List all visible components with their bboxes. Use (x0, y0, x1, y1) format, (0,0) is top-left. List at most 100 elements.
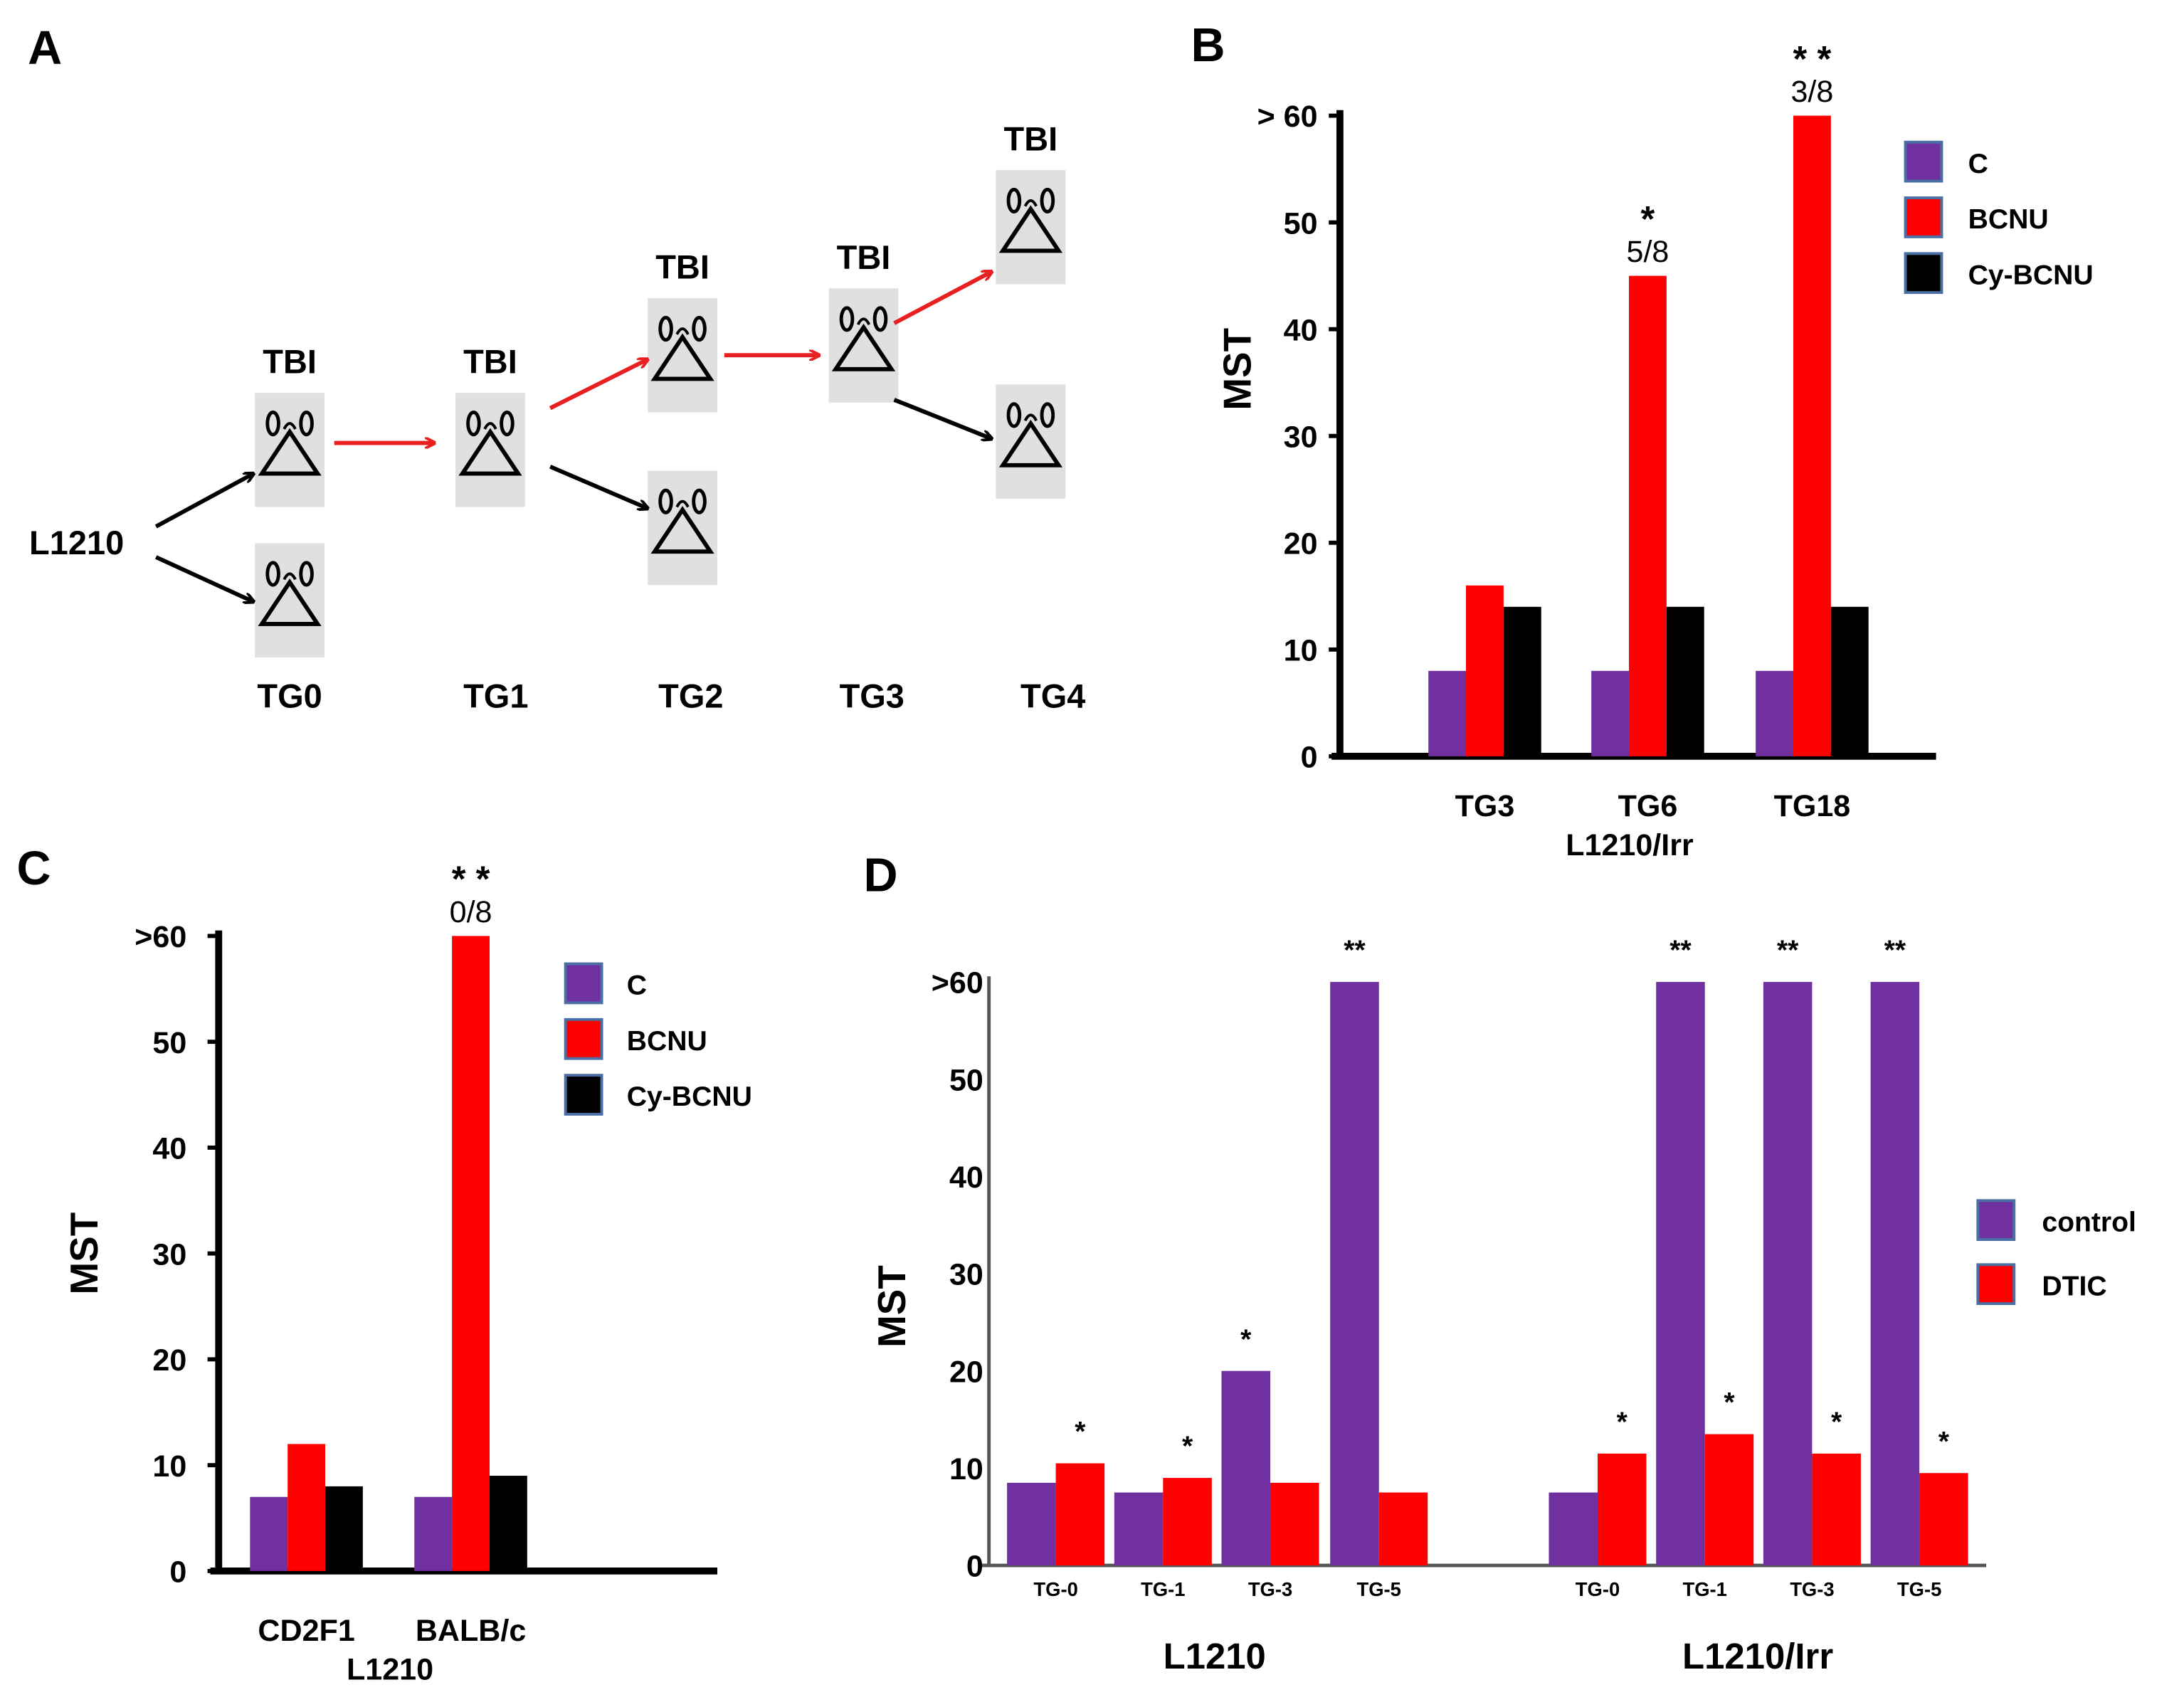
mouse-ear (466, 411, 481, 437)
survivor-fraction: 3/8 (1790, 75, 1833, 109)
mouse-body (650, 333, 714, 381)
legend-swatch (564, 1018, 603, 1060)
tbi-label: TBI (837, 238, 891, 276)
black-arrow (154, 474, 253, 529)
mouse-ear (658, 488, 673, 514)
y-tick-label: 20 (1284, 527, 1318, 561)
bar-bcnu-tg6 (1629, 275, 1667, 756)
y-tick-label: 30 (1284, 420, 1318, 454)
tbi-label: TBI (1004, 120, 1058, 157)
legend-label: C (627, 971, 647, 1001)
mouse-icon (648, 297, 717, 413)
mouse-body (998, 419, 1063, 467)
legend-swatch (1904, 140, 1943, 183)
significance-stars: * * (452, 859, 490, 899)
survivor-fraction: 0/8 (450, 895, 492, 929)
bar-cy-bcnu-tg3 (1503, 606, 1541, 756)
significance-stars: ** (1777, 936, 1799, 966)
significance-stars: * (1641, 199, 1655, 239)
mouse-icon (255, 543, 325, 657)
source-label: L1210 (29, 524, 124, 561)
panel-b: B 0 10 20 30 40 50 > 60 MST TG3 TG6 TG18 L1210/Irr 5… (1191, 19, 2093, 862)
x-tick-label: TG-0 (1576, 1578, 1620, 1600)
generation-label: TG1 (463, 677, 528, 714)
bar-dtic-l1210-tg-0 (1055, 1463, 1105, 1566)
x-tick-label: TG-5 (1356, 1578, 1400, 1600)
bar-control-l1210-irr-tg-5 (1870, 981, 1920, 1566)
x-tick-label: TG-5 (1897, 1578, 1941, 1600)
legend-label: control (2042, 1207, 2136, 1237)
bar-control-l1210-tg-3 (1221, 1370, 1271, 1566)
y-tick-label: 0 (1301, 741, 1318, 775)
bar-bcnu-tg3 (1466, 585, 1504, 756)
legend-swatch (564, 1074, 603, 1116)
x-tick-label: TG-3 (1248, 1578, 1292, 1600)
survivor-fraction: 5/8 (1627, 235, 1669, 269)
bar-control-l1210-irr-tg-1 (1656, 981, 1705, 1566)
bar-dtic-l1210-tg-3 (1270, 1482, 1319, 1566)
mouse-icon (455, 393, 525, 507)
y-tick-label: >60 (134, 920, 186, 954)
mouse-ear (299, 411, 314, 437)
mouse-ear (265, 561, 280, 587)
mouse-ear (1006, 402, 1022, 428)
mouse-icon (996, 169, 1066, 285)
y-tick-label: 10 (949, 1452, 983, 1486)
mouse-ear (872, 306, 888, 332)
legend-swatch (1976, 1199, 2016, 1242)
mouse-body (458, 428, 522, 476)
bar-c-balbc (414, 1496, 453, 1571)
y-tick-label: 30 (949, 1258, 983, 1292)
x-tick-label: TG-1 (1682, 1578, 1726, 1600)
significance-stars: * (1240, 1324, 1252, 1355)
y-axis-label: MST (870, 1265, 914, 1348)
mouse-box (255, 543, 325, 657)
significance-stars: ** (1884, 936, 1906, 966)
panel-c-label: C (16, 842, 51, 895)
mouse-icon (828, 288, 899, 403)
legend-swatch (1976, 1263, 2016, 1306)
legend-swatch (564, 962, 603, 1005)
mouse-ear (839, 306, 855, 332)
significance-stars: * (1182, 1432, 1193, 1462)
red-arrow (893, 272, 992, 325)
mouse-ear (265, 411, 280, 437)
y-axis-label: MST (1215, 328, 1260, 411)
generation-label: TG0 (257, 677, 322, 714)
bar-c-tg6 (1591, 670, 1630, 756)
bar-control-l1210-irr-tg-0 (1549, 1492, 1598, 1566)
mouse-ear (692, 488, 707, 514)
panel-b-label: B (1191, 19, 1225, 72)
mouse-ear (299, 561, 314, 587)
significance-stars: ** (1344, 936, 1366, 966)
generation-label: TG4 (1020, 677, 1085, 714)
bar-cy-bcnu-cd2f1 (325, 1486, 363, 1571)
y-tick-label: > 60 (1257, 100, 1318, 134)
red-arrow (549, 359, 648, 411)
panel-c: C 0 10 20 30 40 50 >60 MST CD2F1 BALB/c L1210 0/8* … (16, 842, 751, 1687)
legend-label: BCNU (627, 1026, 707, 1057)
panel-d-label: D (864, 850, 898, 902)
mouse-ear (1040, 402, 1055, 428)
x-tick-label: TG18 (1774, 789, 1851, 823)
y-tick-label: 50 (1284, 206, 1318, 240)
mouse-body (258, 578, 322, 626)
significance-stars: * (1724, 1388, 1735, 1418)
mouse-icon (996, 384, 1066, 499)
tbi-label: TBI (463, 343, 517, 381)
legend-label: BCNU (1968, 204, 2049, 235)
y-tick-label: 20 (152, 1343, 186, 1378)
x-tick-label: BALB/c (416, 1614, 526, 1648)
mouse-box (255, 393, 325, 507)
legend-label: DTIC (2042, 1271, 2106, 1301)
bar-bcnu-tg18 (1793, 115, 1831, 756)
y-tick-label: 10 (152, 1449, 186, 1484)
y-axis-label: MST (62, 1212, 106, 1295)
tbi-label: TBI (655, 248, 709, 286)
x-tick-label: TG-1 (1141, 1578, 1185, 1600)
bar-bcnu-balbc (452, 936, 490, 1571)
bar-c-tg18 (1756, 670, 1793, 756)
x-tick-label: CD2F1 (258, 1614, 354, 1648)
significance-stars: * (1938, 1427, 1950, 1457)
significance-stars: * (1617, 1407, 1628, 1438)
